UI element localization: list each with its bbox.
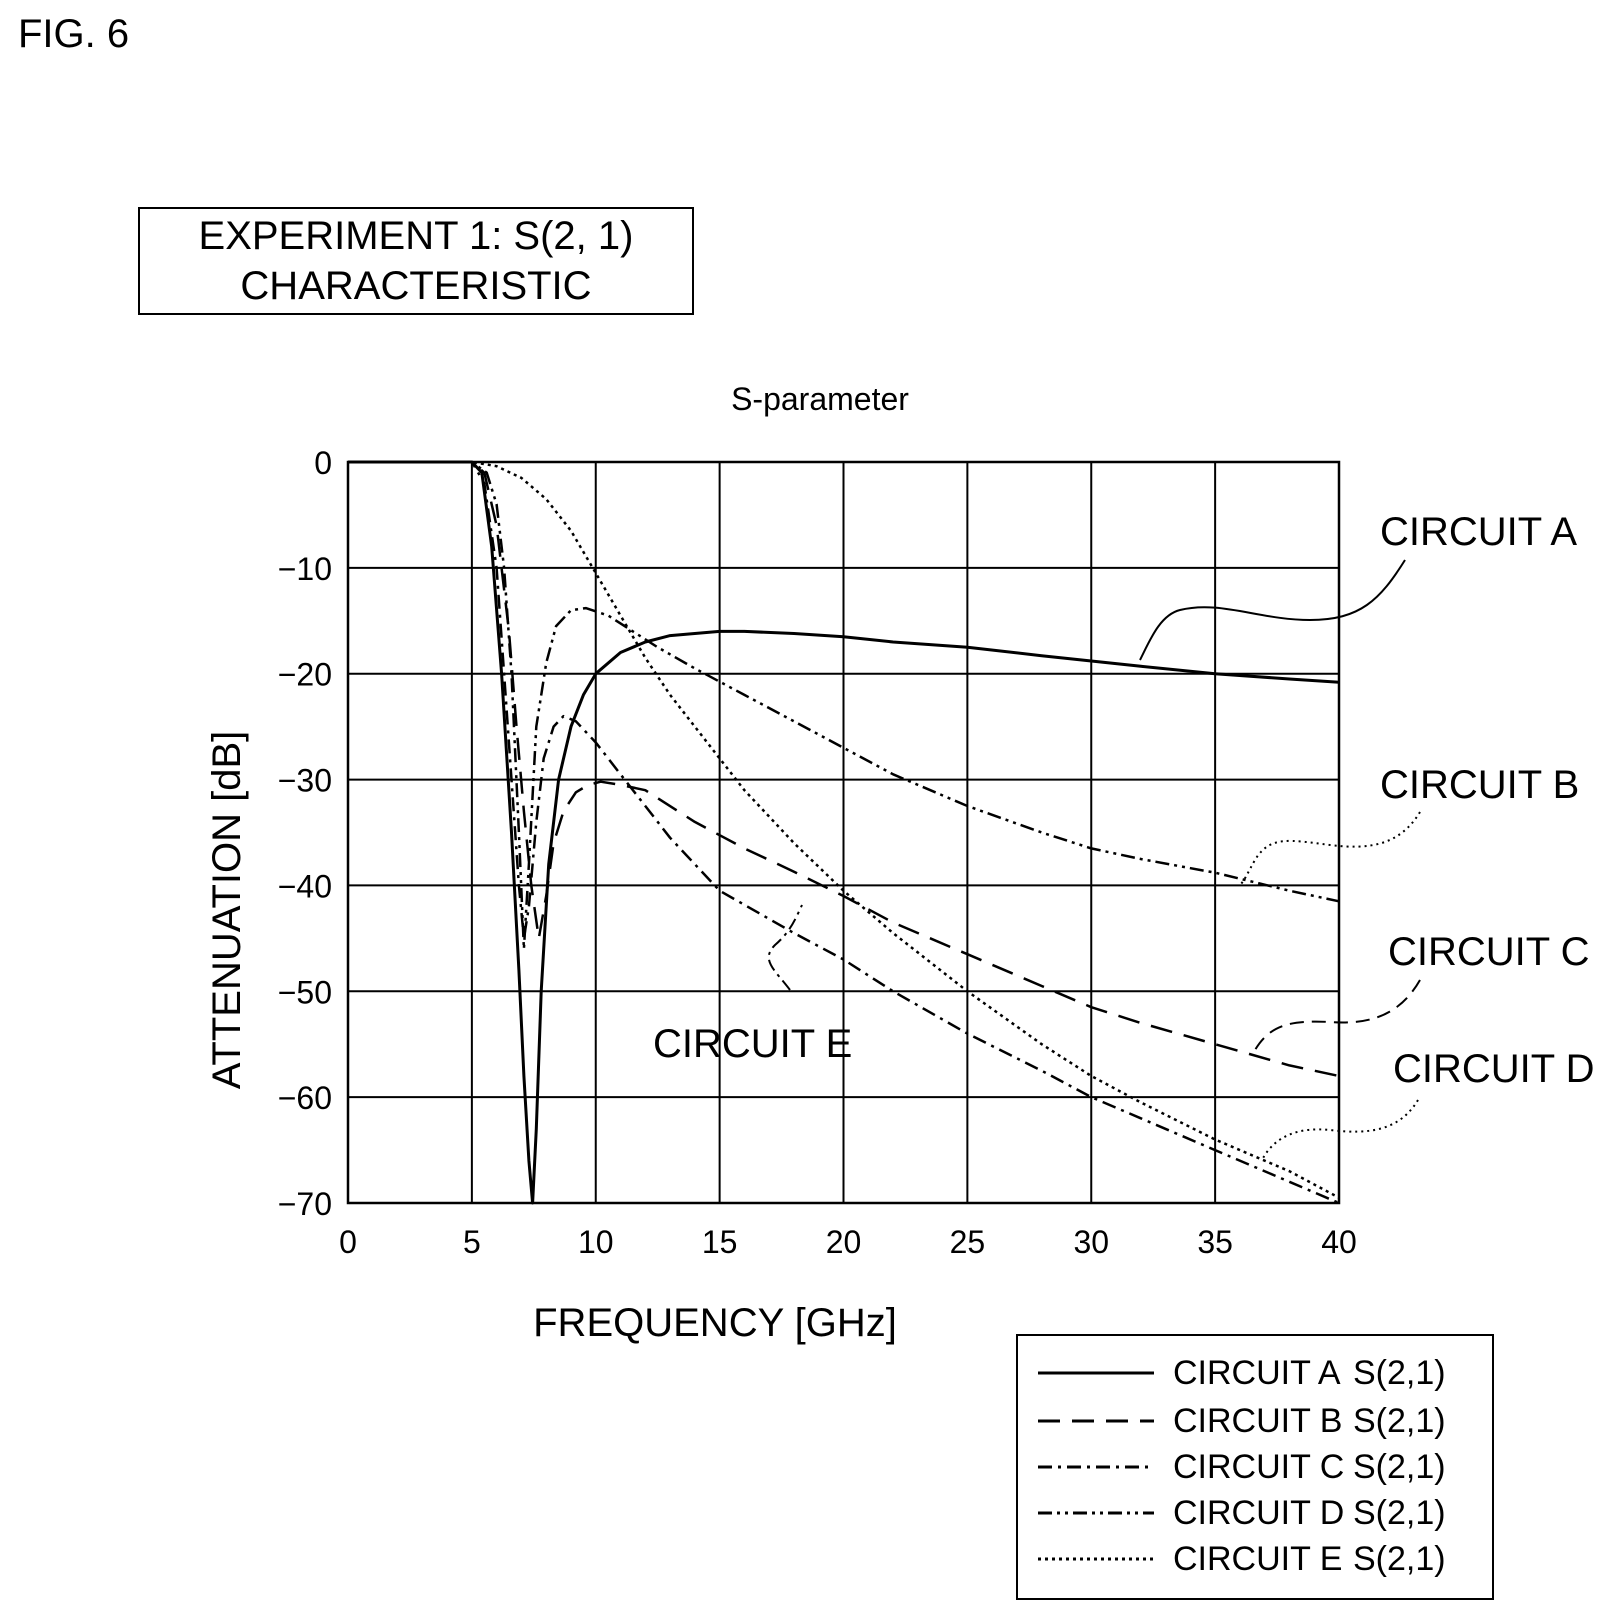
callout-label: CIRCUIT D [1393,1047,1594,1091]
y-tick-label: −60 [278,1080,332,1116]
legend-param: S(2,1) [1353,1540,1446,1578]
figure-label: FIG. 6 [18,12,130,56]
x-tick-label: 0 [339,1224,357,1260]
legend-swatch [1038,1557,1154,1561]
callouts: CIRCUIT A CIRCUIT B CIRCUIT C CIRCUIT D CIRC… [653,510,1594,1161]
legend-swatch [1038,1511,1154,1515]
x-tick-label: 35 [1197,1224,1233,1260]
x-tick-label: 40 [1321,1224,1357,1260]
y-tick-label: −20 [278,657,332,693]
callout-label: CIRCUIT E [653,1022,852,1066]
callout-leader [1239,811,1421,886]
callout-leader [767,904,803,991]
experiment-title-line-2: CHARACTERISTIC [240,264,592,308]
legend-item: CIRCUIT E S(2,1) [1018,1536,1492,1582]
y-tick-label: −70 [278,1186,332,1222]
legend-param: S(2,1) [1353,1354,1446,1392]
legend-swatch [1038,1465,1154,1469]
y-tick-label: −40 [278,868,332,904]
series-line [348,460,1340,1078]
y-tick-label: −50 [278,974,332,1010]
legend-item: CIRCUIT C S(2,1) [1018,1444,1492,1490]
callout-label: CIRCUIT C [1388,930,1589,974]
tick-labels: 0 5 10 15 20 25 30 35 40 0 −10 −20 −30 −40 −50 −60 −70 [278,445,1357,1260]
legend-item: CIRCUIT B S(2,1) [1018,1398,1492,1444]
grid [346,460,1341,1205]
y-tick-label: 0 [314,445,332,481]
legend: CIRCUIT A S(2,1) CIRCUIT B S(2,1) CIRCUI… [1016,1334,1494,1600]
legend-swatch [1038,1371,1154,1375]
experiment-title-line-1: EXPERIMENT 1: S(2, 1) [198,214,634,258]
y-tick-label: −10 [278,551,332,587]
series-line [348,460,1340,1205]
series-line [348,460,1340,1199]
callout-label: CIRCUIT B [1380,763,1579,807]
callout-leader [1254,979,1421,1051]
x-axis-label: FREQUENCY [GHz] [533,1301,897,1345]
callout-label: CIRCUIT A [1380,510,1577,554]
y-axis-label: ATTENUATION [dB] [205,731,249,1090]
legend-label: CIRCUIT E [1173,1540,1343,1578]
x-tick-label: 5 [463,1224,481,1260]
callout-leader [1139,559,1406,661]
legend-label: CIRCUIT D [1173,1494,1345,1532]
series-line [348,460,1340,1205]
series-group [348,460,1340,1205]
y-tick-label: −30 [278,763,332,799]
x-tick-label: 25 [950,1224,986,1260]
chart-title: S-parameter [731,381,909,417]
x-tick-label: 10 [578,1224,614,1260]
legend-param: S(2,1) [1353,1494,1446,1532]
legend-label: CIRCUIT A [1173,1354,1341,1392]
legend-label: CIRCUIT C [1173,1448,1345,1486]
series-line [348,460,1340,951]
legend-item: CIRCUIT A S(2,1) [1018,1350,1492,1396]
x-tick-label: 15 [702,1224,738,1260]
legend-param: S(2,1) [1353,1448,1446,1486]
legend-label: CIRCUIT B [1173,1402,1343,1440]
legend-item: CIRCUIT D S(2,1) [1018,1490,1492,1536]
x-tick-label: 20 [826,1224,862,1260]
legend-param: S(2,1) [1353,1402,1446,1440]
legend-swatch [1038,1419,1154,1423]
x-tick-label: 30 [1073,1224,1109,1260]
experiment-title-box: EXPERIMENT 1: S(2, 1) CHARACTERISTIC [138,207,694,315]
